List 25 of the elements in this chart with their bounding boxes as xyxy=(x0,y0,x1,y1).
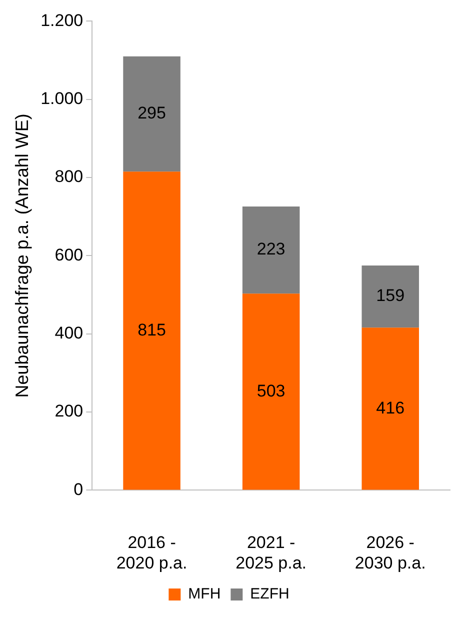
data-label: 223 xyxy=(256,240,286,259)
x-tick-label: 2016 - 2020 p.a. xyxy=(116,533,188,572)
bar xyxy=(362,328,419,490)
data-label: 295 xyxy=(138,104,166,123)
y-axis-title: Neubaunachfrage p.a. (Anzahl WE) xyxy=(12,114,32,398)
bar xyxy=(242,294,300,490)
x-tick-label: 2021 - 2025 p.a. xyxy=(236,533,307,572)
legend-label: EZFH xyxy=(250,586,290,603)
bar xyxy=(123,172,180,490)
y-tick-label: 400 xyxy=(54,324,84,343)
data-label: 503 xyxy=(256,381,286,400)
data-label: 416 xyxy=(376,398,405,418)
x-tick-label: 2026 - 2030 p.a. xyxy=(354,533,426,572)
y-tick-label: 1.000 xyxy=(40,89,84,108)
y-tick-label: 1.200 xyxy=(40,10,84,30)
legend-label: MFH xyxy=(188,586,221,603)
bar xyxy=(123,56,180,172)
data-label: 159 xyxy=(376,286,405,306)
y-tick-label: 200 xyxy=(54,402,84,421)
y-tick-label: 600 xyxy=(54,245,84,264)
y-tick-label: 800 xyxy=(54,167,84,186)
bar xyxy=(362,265,419,328)
y-tick-label: 0 xyxy=(74,480,84,499)
data-label: 815 xyxy=(138,320,166,340)
bar xyxy=(242,206,300,294)
